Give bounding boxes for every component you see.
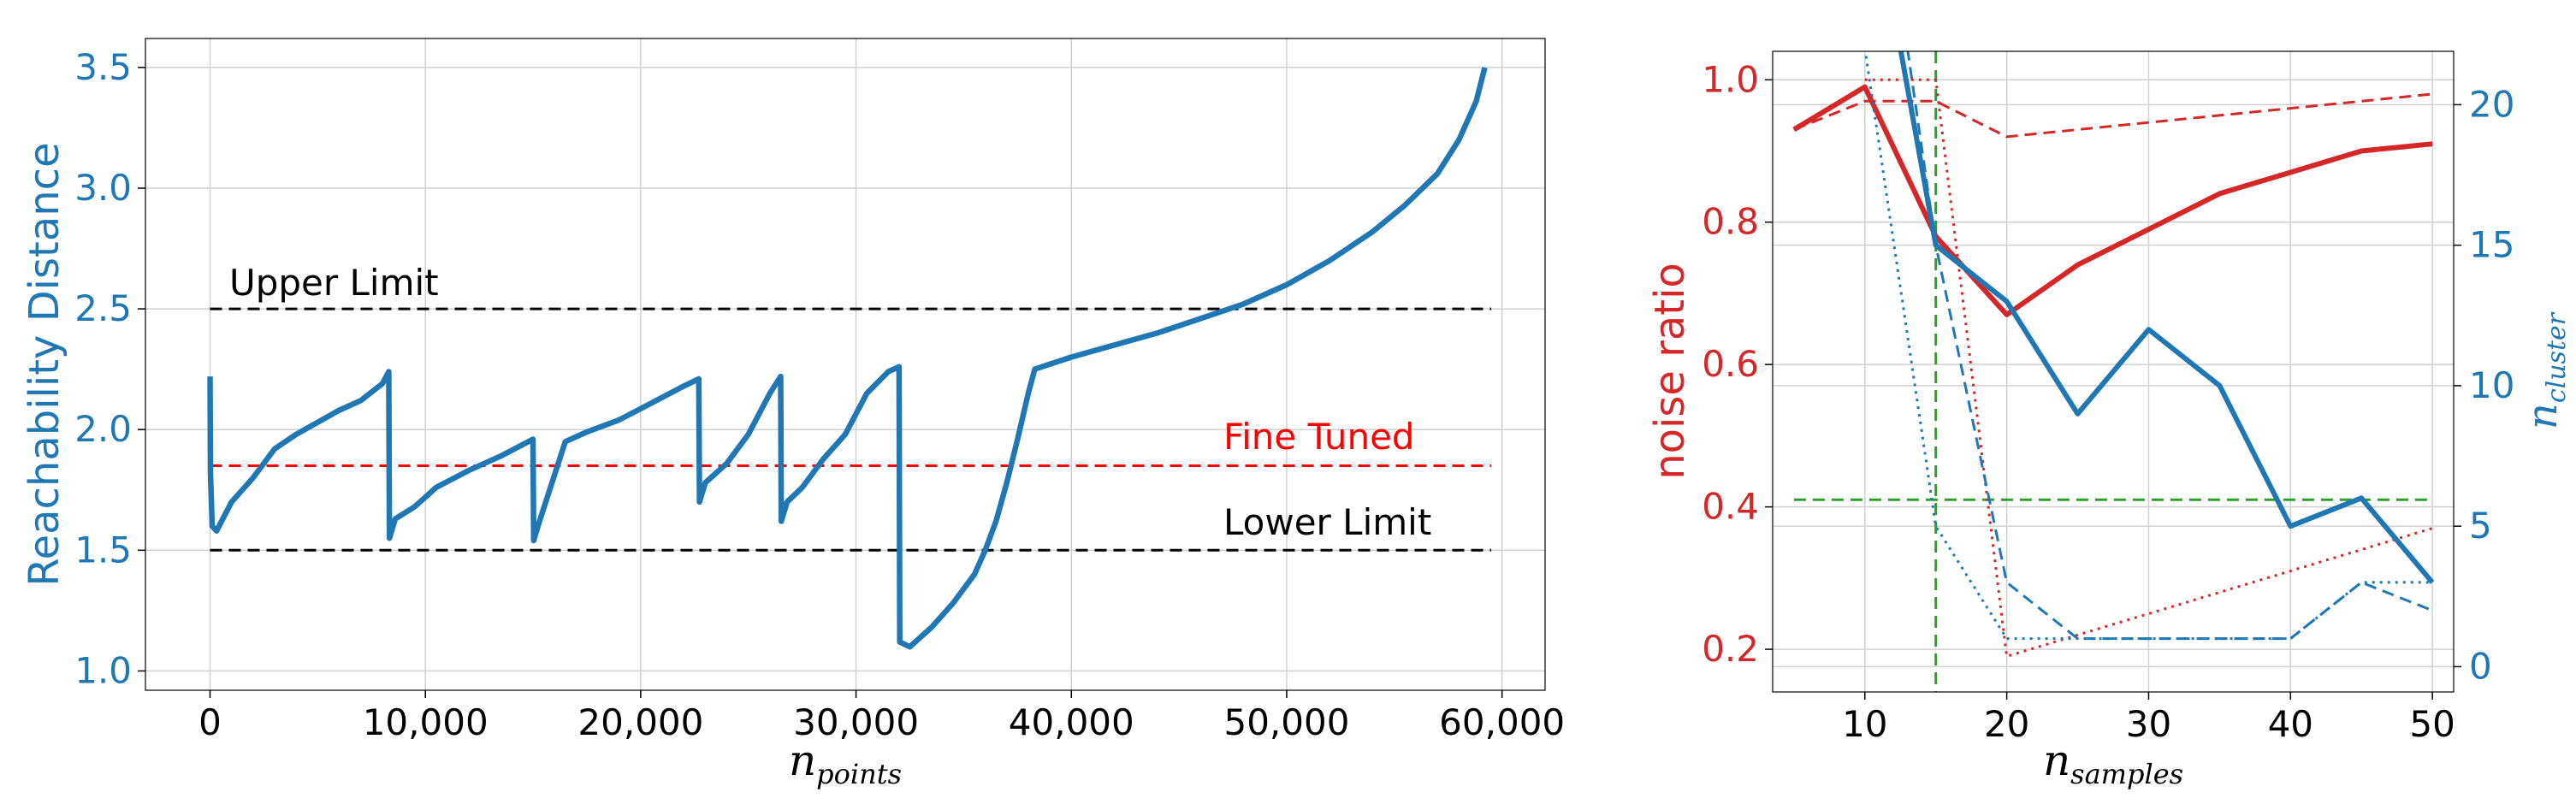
y-tick-label: 3.0 (74, 167, 132, 209)
reachability-series (207, 67, 1488, 650)
upper-limit-label: Upper Limit (229, 262, 439, 304)
y-tick-label: 1.5 (74, 529, 132, 571)
right-x-axis-label-sub: samples (2070, 758, 2183, 790)
noise-cluster-chart: 10 20 30 40 50 0.2 0.4 0.6 0.8 1.0 0 5 10 15 20 noise … (1646, 50, 2572, 790)
fine-tuned-label: Fine Tuned (1223, 416, 1415, 458)
right-x-axis-label: nsamples (2043, 736, 2183, 790)
left-grid (145, 38, 1545, 690)
n-cluster-axis-label-main: n (2519, 403, 2567, 429)
y-tick-label-left: 0.8 (1702, 201, 1759, 243)
y-tick-label-right: 15 (2469, 224, 2514, 266)
y-tick-label-right: 10 (2469, 364, 2514, 406)
x-tick-label: 50 (2409, 703, 2455, 745)
y-tick-label-left: 1.0 (1702, 58, 1759, 100)
x-tick-label: 30,000 (793, 701, 919, 743)
right-ticks: 10 20 30 40 50 0.2 0.4 0.6 0.8 1.0 0 5 10 15 20 (1702, 58, 2514, 745)
n-cluster-axis-label: ncluster (2519, 311, 2572, 429)
x-tick-label: 50,000 (1223, 701, 1349, 743)
x-tick-label: 40 (2268, 703, 2313, 745)
y-tick-label: 2.0 (74, 408, 132, 450)
x-tick-label: 20 (1984, 703, 2029, 745)
threshold-lines (210, 307, 1492, 552)
red-dashed-line (1793, 92, 2433, 139)
y-tick-label-left: 0.2 (1702, 628, 1759, 670)
y-tick-label-right: 20 (2469, 83, 2514, 125)
reachability-line (207, 67, 1488, 650)
x-tick-label: 0 (198, 701, 222, 743)
x-tick-label: 40,000 (1009, 701, 1134, 743)
reachability-chart: 0 10,000 20,000 30,000 40,000 50,000 60,000 1.0… (21, 38, 1565, 790)
right-series (1792, 51, 2435, 692)
left-x-axis-label-sub: points (816, 758, 902, 790)
y-tick-label: 1.0 (74, 649, 132, 691)
left-ticks: 0 10,000 20,000 30,000 40,000 50,000 60,000 1.0… (74, 46, 1565, 743)
n-cluster-axis-label-sub: cluster (2542, 311, 2572, 403)
noise-ratio-axis-label: noise ratio (1646, 263, 1694, 480)
x-tick-label: 10 (1842, 703, 1887, 745)
x-tick-label: 30 (2126, 703, 2171, 745)
y-tick-label-right: 0 (2469, 645, 2492, 687)
y-tick-label-left: 0.4 (1702, 486, 1759, 528)
blue-dashed-line (1906, 51, 2433, 641)
x-tick-label: 60,000 (1439, 701, 1565, 743)
x-tick-label: 20,000 (577, 701, 703, 743)
lower-limit-label: Lower Limit (1223, 501, 1431, 543)
y-tick-label: 3.5 (74, 46, 132, 88)
left-plot-frame (145, 38, 1546, 691)
blue-solid-line (1898, 51, 2435, 584)
y-tick-label-right: 5 (2469, 505, 2492, 547)
left-x-axis-label: npoints (789, 736, 902, 790)
right-x-axis-label-main: n (2043, 736, 2070, 785)
left-x-axis-label-main: n (789, 736, 816, 785)
right-plot-frame (1772, 50, 2455, 693)
x-tick-label: 10,000 (363, 701, 489, 743)
y-tick-label-left: 0.6 (1702, 343, 1759, 385)
red-solid-line (1792, 84, 2433, 317)
y-tick-label: 2.5 (74, 287, 132, 329)
left-y-axis-label: Reachability Distance (21, 142, 68, 586)
